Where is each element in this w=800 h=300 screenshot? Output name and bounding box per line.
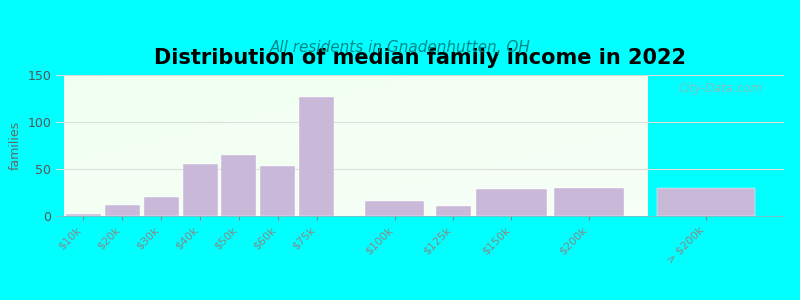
Bar (435, 206, 470, 216)
Bar (554, 188, 624, 216)
Bar (658, 188, 755, 216)
Text: All residents in Gnadenhutten, OH: All residents in Gnadenhutten, OH (270, 40, 530, 56)
Bar (105, 205, 140, 216)
Bar (260, 166, 295, 216)
Y-axis label: families: families (9, 121, 22, 170)
Bar (182, 164, 218, 216)
Bar (66, 214, 101, 216)
Bar (143, 197, 178, 216)
Bar (299, 97, 334, 216)
Bar (222, 155, 257, 216)
Text: City-Data.com: City-Data.com (678, 82, 762, 95)
Title: Distribution of median family income in 2022: Distribution of median family income in … (154, 48, 686, 68)
Bar (366, 201, 424, 216)
Bar (477, 189, 546, 216)
